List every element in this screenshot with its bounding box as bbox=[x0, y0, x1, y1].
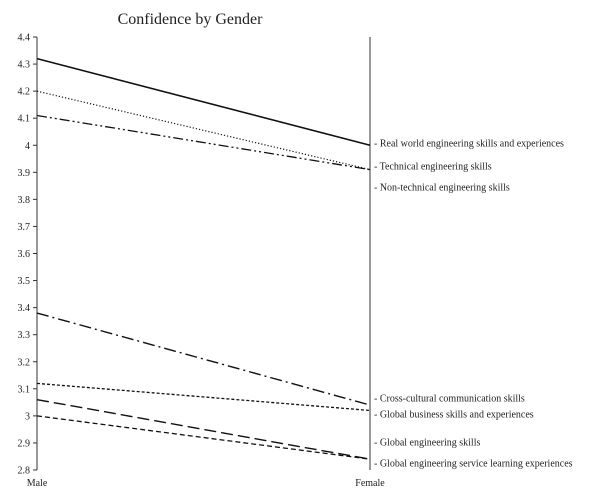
y-tick-label: 3.6 bbox=[18, 249, 31, 260]
y-tick-label: 3.5 bbox=[18, 276, 31, 287]
y-tick-label: 2.9 bbox=[18, 438, 31, 449]
series-label: - Global engineering skills bbox=[374, 438, 480, 449]
y-tick-label: 4.3 bbox=[18, 60, 31, 71]
series-labels: - Real world engineering skills and expe… bbox=[374, 139, 573, 470]
y-tick-label: 3.1 bbox=[18, 384, 31, 395]
series-label: - Global engineering service learning ex… bbox=[374, 459, 573, 470]
y-tick-label: 3 bbox=[25, 411, 30, 422]
series-line bbox=[36, 312, 371, 406]
y-tick-label: 3.2 bbox=[18, 357, 31, 368]
chart-title: Confidence by Gender bbox=[118, 11, 264, 28]
y-tick-label: 3.3 bbox=[18, 330, 31, 341]
series-line bbox=[36, 415, 371, 460]
y-tick-label: 3.8 bbox=[18, 195, 31, 206]
series-label: - Technical engineering skills bbox=[374, 162, 492, 173]
series-label: - Cross-cultural communication skills bbox=[374, 394, 525, 405]
y-tick-label: 3.7 bbox=[18, 222, 31, 233]
series-lines bbox=[36, 57, 371, 460]
series-label: - Global business skills and experiences bbox=[374, 410, 534, 421]
y-tick-label: 3.9 bbox=[18, 168, 31, 179]
series-line bbox=[36, 398, 371, 460]
y-tick-label: 4 bbox=[25, 141, 30, 152]
series-label: - Real world engineering skills and expe… bbox=[374, 139, 564, 150]
y-tick-label: 4.4 bbox=[18, 33, 31, 44]
y-tick-label: 3.4 bbox=[18, 303, 31, 314]
y-tick-label: 4.1 bbox=[18, 114, 31, 125]
series-line bbox=[36, 382, 371, 412]
y-ticks: 2.8 2.9 3 3.1 3.2 3.3 3.4 3.5 3.6 3.7 3.8 3.9 4 4.1 4.… bbox=[18, 33, 37, 477]
x-labels: Male Female bbox=[27, 478, 386, 489]
series-line bbox=[36, 57, 371, 147]
series-label: - Non-technical engineering skills bbox=[374, 183, 510, 194]
y-tick-label: 4.2 bbox=[18, 87, 31, 98]
y-tick-label: 2.8 bbox=[18, 466, 31, 477]
x-tick-label: Female bbox=[355, 478, 385, 489]
series-line bbox=[36, 114, 371, 171]
series-line bbox=[36, 90, 371, 171]
x-tick-label: Male bbox=[27, 478, 48, 489]
